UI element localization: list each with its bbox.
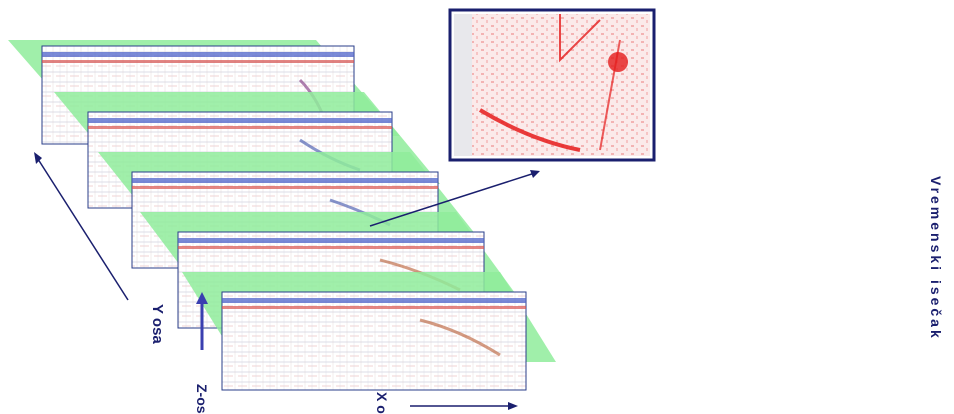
- time-slice-image: [448, 8, 656, 162]
- z-axis-label: Z-osa: [194, 384, 210, 414]
- time-slice-pointer-arrow: [369, 171, 539, 227]
- time-slice-pointer-arrowhead: [530, 170, 540, 178]
- radargram-slice-5: [221, 291, 527, 391]
- y-axis-arrow: [35, 155, 129, 301]
- z-axis-arrowhead: [196, 292, 208, 304]
- x-axis-label: X osa: [374, 392, 390, 414]
- x-axis-arrowhead: [508, 402, 518, 410]
- y-axis-label: Y osa: [149, 304, 166, 344]
- time-slice-label: Vremenski isečak: [928, 176, 944, 341]
- y-axis-arrowhead: [34, 152, 42, 164]
